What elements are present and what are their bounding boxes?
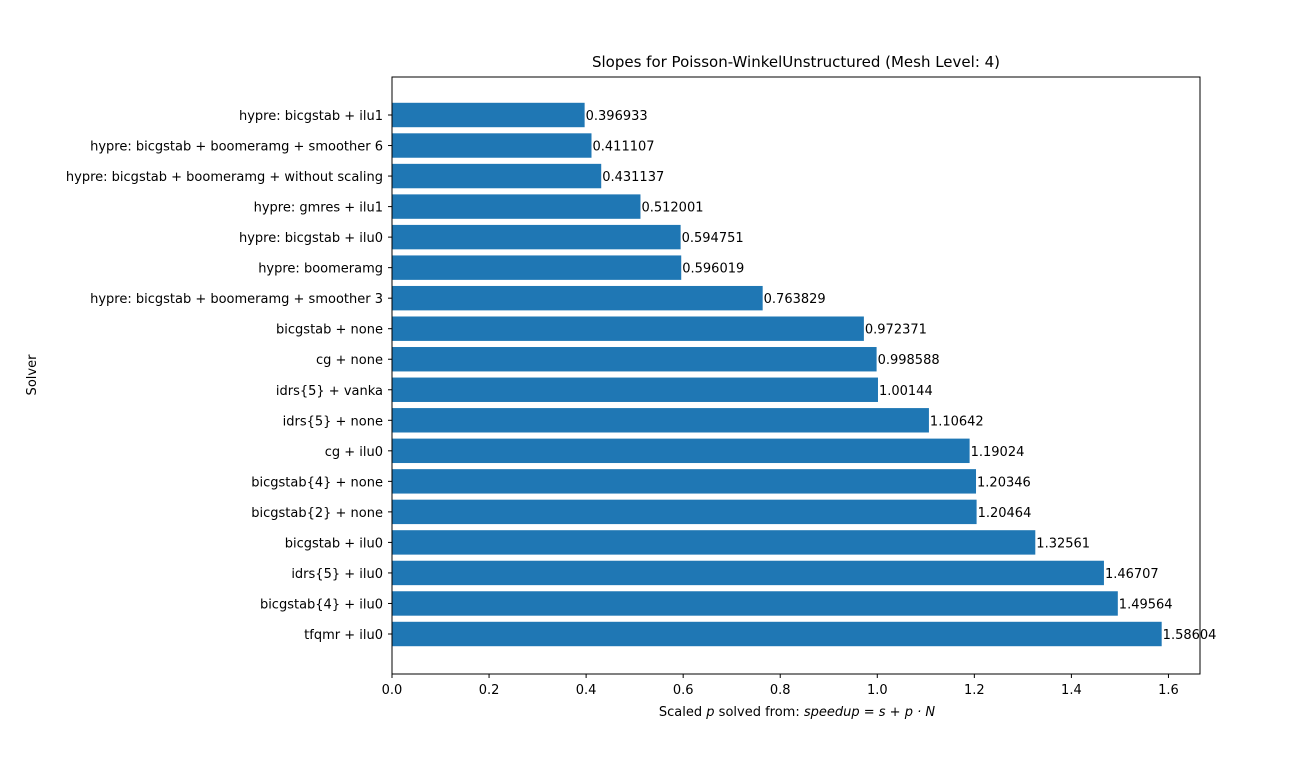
bar-value-label: 1.32561 — [1036, 536, 1090, 551]
bar — [392, 377, 878, 402]
y-tick-label: hypre: gmres + ilu1 — [254, 201, 383, 216]
axes-layer: hypre: bicgstab + ilu1 hypre: bicgstab + … — [66, 76, 1201, 698]
bar — [392, 560, 1104, 586]
y-tick-label: hypre: bicgstab + boomeramg + smoother 6 — [90, 140, 383, 155]
bar — [392, 163, 602, 189]
bar-value-label: 1.58604 — [1163, 628, 1217, 643]
chart-title: Slopes for Poisson-WinkelUnstructured (M… — [592, 53, 1000, 71]
bar-value-label: 1.00144 — [879, 384, 933, 399]
y-tick-label: hypre: bicgstab + boomeramg + without sc… — [66, 170, 383, 185]
bar-value-label: 0.998588 — [878, 353, 940, 368]
bar-value-label: 1.10642 — [930, 414, 984, 429]
bar — [392, 591, 1118, 616]
x-tick-label: 0.4 — [576, 683, 597, 698]
y-axis-label: Solver — [25, 354, 40, 396]
bar — [392, 438, 970, 464]
y-tick-label: bicgstab{4} + none — [251, 475, 383, 490]
bar — [392, 408, 929, 433]
bar — [392, 285, 763, 311]
x-tick-label: 1.0 — [867, 683, 888, 698]
bar-value-label: 1.49564 — [1119, 597, 1173, 612]
x-axis-label-middle: solved from: — [715, 705, 804, 720]
y-tick-label: bicgstab + none — [276, 323, 383, 338]
plot-frame — [391, 76, 1201, 675]
bar-value-label: 1.19024 — [971, 445, 1025, 460]
x-tick-label: 1.4 — [1061, 683, 1082, 698]
y-tick-label: hypre: bicgstab + boomeramg + smoother 3 — [90, 292, 383, 307]
bar-value-label: 1.20464 — [978, 506, 1032, 521]
y-tick-label: cg + ilu0 — [325, 445, 383, 460]
bar-value-label: 1.20346 — [977, 475, 1031, 490]
bar — [392, 133, 592, 158]
bar-value-label: 0.512001 — [641, 201, 703, 216]
y-tick-label: bicgstab + ilu0 — [285, 536, 383, 551]
bar — [392, 347, 877, 372]
y-tick-label: idrs{5} + none — [283, 414, 383, 429]
bar — [392, 316, 864, 341]
bar-value-label: 0.594751 — [682, 231, 744, 246]
x-axis-label-variable: p — [705, 705, 714, 720]
x-axis-label-formula: speedup = s + p · N — [804, 705, 936, 720]
x-tick-label: 0.0 — [382, 683, 403, 698]
bars-layer: 0.396933 0.411107 0.431137 0.512001 0.594751… — [392, 102, 1217, 647]
bar — [392, 194, 641, 219]
bar-value-label: 1.46707 — [1105, 567, 1159, 582]
y-tick-label: idrs{5} + ilu0 — [291, 567, 383, 582]
x-tick-label: 0.6 — [673, 683, 694, 698]
y-tick-label: hypre: boomeramg — [258, 262, 383, 277]
x-tick-label: 1.6 — [1158, 683, 1179, 698]
y-tick-label: hypre: bicgstab + ilu0 — [239, 231, 383, 246]
bar-value-label: 0.596019 — [682, 262, 744, 277]
y-tick-label: bicgstab{2} + none — [251, 506, 383, 521]
bar — [392, 499, 977, 525]
bar-value-label: 0.396933 — [586, 109, 648, 124]
y-tick-label: tfqmr + ilu0 — [304, 628, 383, 643]
bar — [392, 255, 682, 280]
y-tick-label: hypre: bicgstab + ilu1 — [239, 109, 383, 124]
bar — [392, 224, 681, 250]
bar-value-label: 0.431137 — [602, 170, 664, 185]
x-axis-label: Scaled p solved from: speedup = s + p · … — [659, 705, 935, 720]
bar — [392, 102, 585, 128]
y-tick-label: cg + none — [316, 353, 383, 368]
bar — [392, 621, 1162, 647]
y-tick-label: bicgstab{4} + ilu0 — [260, 597, 383, 612]
bar — [392, 530, 1036, 555]
bar-value-label: 0.972371 — [865, 323, 927, 338]
bar — [392, 469, 977, 494]
x-axis-label-prefix: Scaled — [659, 705, 706, 720]
x-tick-label: 1.2 — [964, 683, 985, 698]
x-tick-label: 0.2 — [479, 683, 500, 698]
y-tick-label: idrs{5} + vanka — [276, 384, 383, 399]
bar-value-label: 0.763829 — [764, 292, 826, 307]
bar-value-label: 0.411107 — [593, 140, 655, 155]
x-tick-label: 0.8 — [770, 683, 791, 698]
